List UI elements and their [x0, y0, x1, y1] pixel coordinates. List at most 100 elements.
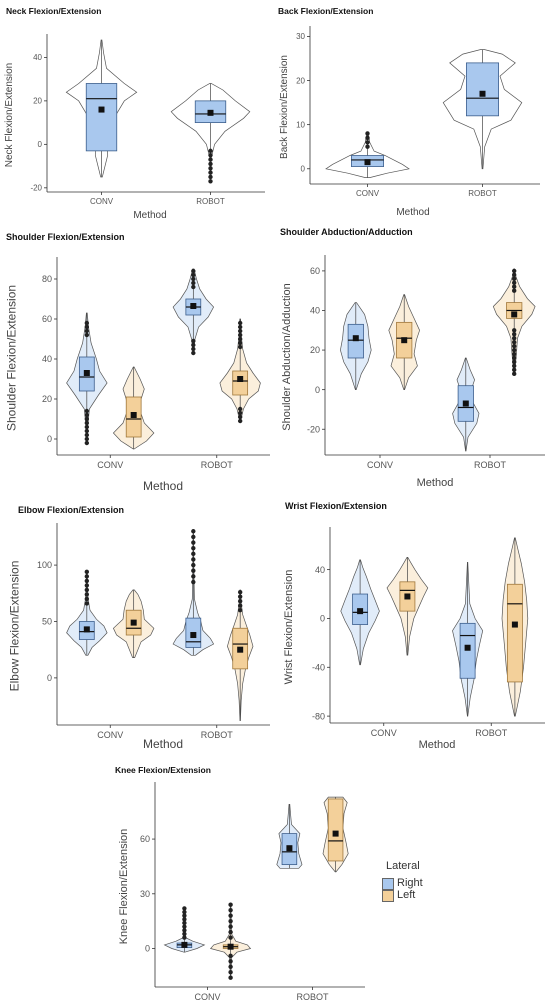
outlier-point	[84, 578, 90, 584]
mean-marker	[207, 109, 214, 116]
outlier-point	[228, 935, 233, 940]
mean-marker	[130, 412, 137, 418]
outlier-point	[84, 412, 90, 418]
mean-marker	[98, 106, 105, 113]
outlier-point	[84, 587, 90, 593]
x-tick-label: CONV	[194, 992, 220, 1002]
x-tick-label: ROBOT	[296, 992, 329, 1002]
outlier-point	[84, 324, 90, 330]
outlier-point	[182, 924, 187, 929]
mean-marker	[130, 619, 137, 626]
x-axis-label: Method	[419, 739, 456, 751]
chart-title: Neck Flexion/Extension	[6, 6, 102, 16]
x-axis-label: Method	[143, 479, 183, 493]
outlier-point	[84, 432, 90, 438]
outlier-point	[237, 414, 243, 420]
outlier-point	[208, 174, 213, 180]
outlier-point	[512, 276, 517, 282]
chart-title: Wrist Flexion/Extension	[285, 501, 387, 511]
y-tick-label: 0	[47, 673, 52, 683]
legend-label-right: Right	[397, 877, 423, 889]
elbow-chart: 0 50 100 CONV ROBOT Elbow Flexion/Extension Me…	[8, 523, 270, 751]
y-tick-label: 20	[310, 345, 320, 355]
outlier-point	[512, 371, 517, 377]
x-tick-label: CONV	[90, 197, 114, 206]
outlier-point	[84, 569, 90, 575]
outlier-point	[84, 408, 90, 414]
x-tick-label: ROBOT	[474, 460, 507, 470]
y-tick-label: 40	[315, 565, 325, 575]
mean-marker	[190, 303, 197, 309]
chart-title: Elbow Flexion/Extension	[18, 505, 125, 515]
outlier-point	[208, 157, 213, 162]
chart-title: Knee Flexion/Extension	[115, 765, 211, 775]
y-axis-label: Wrist Flexion/Extension	[283, 570, 295, 685]
outlier-point	[182, 931, 187, 937]
mean-marker	[364, 159, 371, 166]
x-tick-label: ROBOT	[201, 730, 234, 740]
wrist-chart: -80 -40 0 40 CONV ROBOT Wrist Flexion/Extensio…	[283, 527, 545, 751]
outlier-point	[237, 598, 243, 604]
outlier-point	[228, 908, 233, 913]
mean-marker	[511, 621, 518, 628]
outlier-point	[237, 328, 243, 334]
box-iqr	[465, 62, 499, 117]
outlier-point	[512, 343, 517, 349]
outlier-point	[512, 280, 517, 285]
outlier-point	[365, 131, 370, 136]
x-tick-label: ROBOT	[475, 728, 508, 738]
legend-label-left: Left	[397, 889, 416, 901]
x-tick-label: CONV	[371, 728, 397, 738]
mean-marker	[357, 608, 364, 615]
y-tick-label: 80	[42, 274, 52, 284]
x-tick-label: CONV	[356, 189, 380, 198]
outlier-point	[512, 268, 517, 274]
shoulder-abduction-chart: -20 0 20 40 60 CONV ROBOT Shoulder Abduction/Ad…	[281, 255, 545, 489]
outlier-point	[208, 161, 213, 167]
outlier-point	[84, 420, 90, 426]
outlier-point	[237, 608, 243, 613]
x-tick-label: CONV	[97, 730, 123, 740]
y-tick-label: 10	[296, 120, 305, 129]
y-tick-label: -40	[312, 662, 325, 672]
outlier-point	[191, 557, 196, 562]
outlier-point	[208, 153, 213, 158]
y-axis-label: Back Flexion/Extension	[279, 55, 290, 159]
outlier-point	[237, 603, 243, 608]
outlier-point	[237, 594, 243, 599]
mean-marker	[227, 943, 234, 950]
box-iqr	[459, 622, 476, 679]
outlier-point	[237, 332, 243, 338]
outlier-point	[182, 935, 187, 940]
outlier-point	[365, 135, 370, 141]
y-tick-label: -80	[312, 711, 325, 721]
mean-marker	[401, 337, 408, 344]
outlier-point	[191, 268, 196, 274]
outlier-point	[237, 418, 243, 424]
y-tick-label: 0	[301, 165, 306, 174]
outlier-point	[191, 272, 196, 278]
outlier-point	[191, 551, 196, 557]
outlier-point	[191, 342, 196, 348]
outlier-point	[512, 335, 517, 341]
mean-marker	[237, 376, 244, 382]
x-axis-label: Method	[417, 477, 454, 489]
outlier-point	[237, 336, 243, 342]
outlier-point	[191, 534, 196, 540]
y-tick-label: 20	[296, 76, 305, 85]
outlier-point	[228, 913, 233, 918]
y-tick-label: -20	[307, 424, 320, 434]
knee-chart-panel: Knee Flexion/Extension 0 30 60 CONV ROBOT Kne…	[110, 760, 440, 1003]
y-axis-label: Shoulder Flexion/Extension	[5, 285, 19, 431]
y-tick-label: 0	[47, 434, 52, 444]
mean-marker	[83, 626, 90, 633]
y-tick-label: 20	[42, 394, 52, 404]
box-iqr	[506, 583, 523, 683]
y-tick-label: 60	[310, 266, 320, 276]
outlier-point	[237, 340, 243, 346]
shoulder-abduction-chart-panel: Shoulder Abduction/Adduction -20 0 20 40 60 C…	[275, 225, 550, 495]
outlier-point	[182, 917, 187, 922]
knee-chart: 0 30 60 CONV ROBOT Knee Flexion/Extension	[118, 782, 365, 1002]
outlier-point	[512, 355, 517, 361]
outlier-point	[237, 344, 243, 350]
